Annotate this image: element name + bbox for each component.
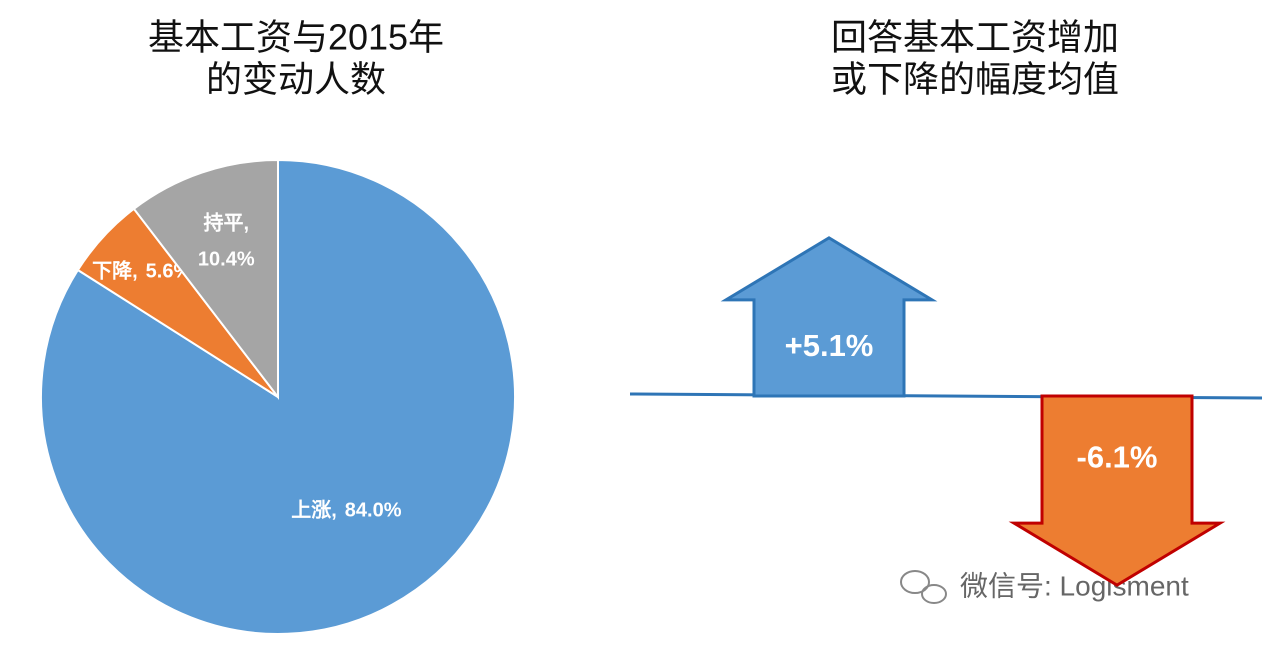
arrow xyxy=(720,236,938,398)
slice-value: 10.4% xyxy=(198,249,255,271)
slice-label: 持平, xyxy=(203,211,249,235)
arrow-title: 或下降的幅度均值 xyxy=(831,59,1119,100)
arrow-label: +5.1% xyxy=(785,328,874,363)
pie-title: 基本工资与2015年 xyxy=(148,17,444,58)
slice-label: 下降, xyxy=(92,258,138,282)
arrow-title: 回答基本工资增加 xyxy=(831,17,1119,58)
arrow-label: -6.1% xyxy=(1077,440,1158,475)
pie-title: 的变动人数 xyxy=(206,59,386,100)
arrow xyxy=(1008,394,1226,587)
watermark: 微信号: Logisment xyxy=(960,570,1189,601)
wechat-icon xyxy=(900,570,947,604)
slice-label: 上涨, xyxy=(291,499,337,522)
slice-value: 84.0% xyxy=(345,500,402,522)
pie-slice xyxy=(132,158,279,400)
